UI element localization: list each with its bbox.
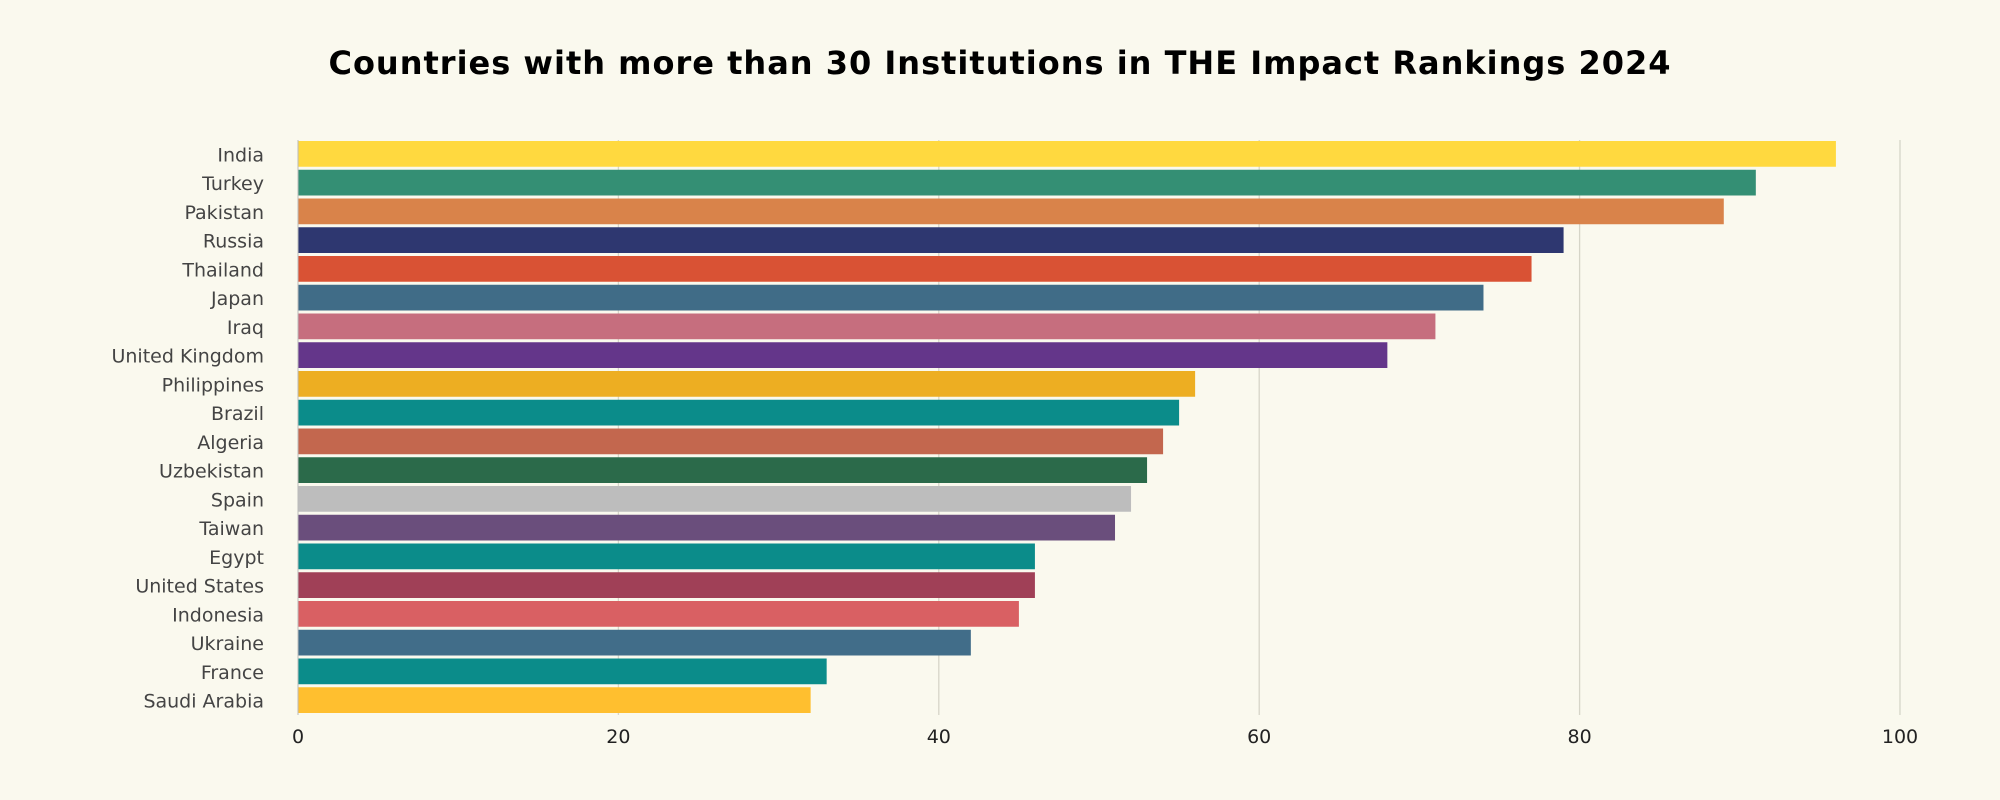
bar-iraq — [298, 313, 1436, 340]
category-label: India — [217, 144, 264, 166]
bar-india — [298, 141, 1836, 167]
x-tick-label: 60 — [1247, 726, 1271, 748]
bar-thailand — [298, 256, 1532, 282]
bar-brazil — [298, 399, 1180, 426]
bar-spain — [298, 486, 1132, 512]
category-label: Taiwan — [198, 518, 264, 540]
category-label: Pakistan — [184, 202, 264, 224]
x-tick-label: 80 — [1568, 726, 1592, 748]
bar-indonesia — [298, 601, 1019, 627]
category-label: Iraq — [227, 317, 264, 339]
category-label: Indonesia — [172, 604, 264, 626]
category-label: Thailand — [181, 259, 264, 281]
category-label: Brazil — [211, 403, 264, 425]
x-tick-label: 40 — [927, 726, 951, 748]
bar-taiwan — [298, 514, 1116, 541]
category-label: Algeria — [197, 432, 264, 454]
chart-title: Countries with more than 30 Institutions… — [328, 44, 1672, 82]
category-label: Uzbekistan — [159, 461, 264, 483]
category-label: France — [201, 662, 264, 684]
x-tick-label: 0 — [292, 726, 304, 748]
category-label: United States — [135, 576, 264, 598]
bar-saudi-arabia — [298, 687, 811, 713]
category-label: Russia — [203, 231, 264, 253]
bar-ukraine — [298, 629, 971, 656]
bar-russia — [298, 227, 1564, 253]
bar-japan — [298, 284, 1484, 311]
bar-philippines — [298, 371, 1196, 397]
bar-pakistan — [298, 198, 1724, 225]
category-label: Japan — [210, 288, 264, 310]
category-label: Egypt — [209, 547, 264, 569]
bar-turkey — [298, 169, 1756, 196]
bar-united-kingdom — [298, 342, 1388, 368]
bar-france — [298, 658, 827, 685]
category-label: Spain — [211, 489, 264, 511]
category-label: Philippines — [162, 374, 264, 396]
x-tick-label: 20 — [606, 726, 630, 748]
category-label: Saudi Arabia — [143, 691, 264, 713]
bar-algeria — [298, 428, 1164, 455]
category-label: United Kingdom — [111, 346, 264, 368]
bar-united-states — [298, 572, 1035, 598]
category-label: Ukraine — [191, 633, 264, 655]
x-tick-label: 100 — [1882, 726, 1918, 748]
bar-egypt — [298, 543, 1035, 570]
category-label: Turkey — [201, 173, 264, 195]
bar-uzbekistan — [298, 457, 1148, 483]
